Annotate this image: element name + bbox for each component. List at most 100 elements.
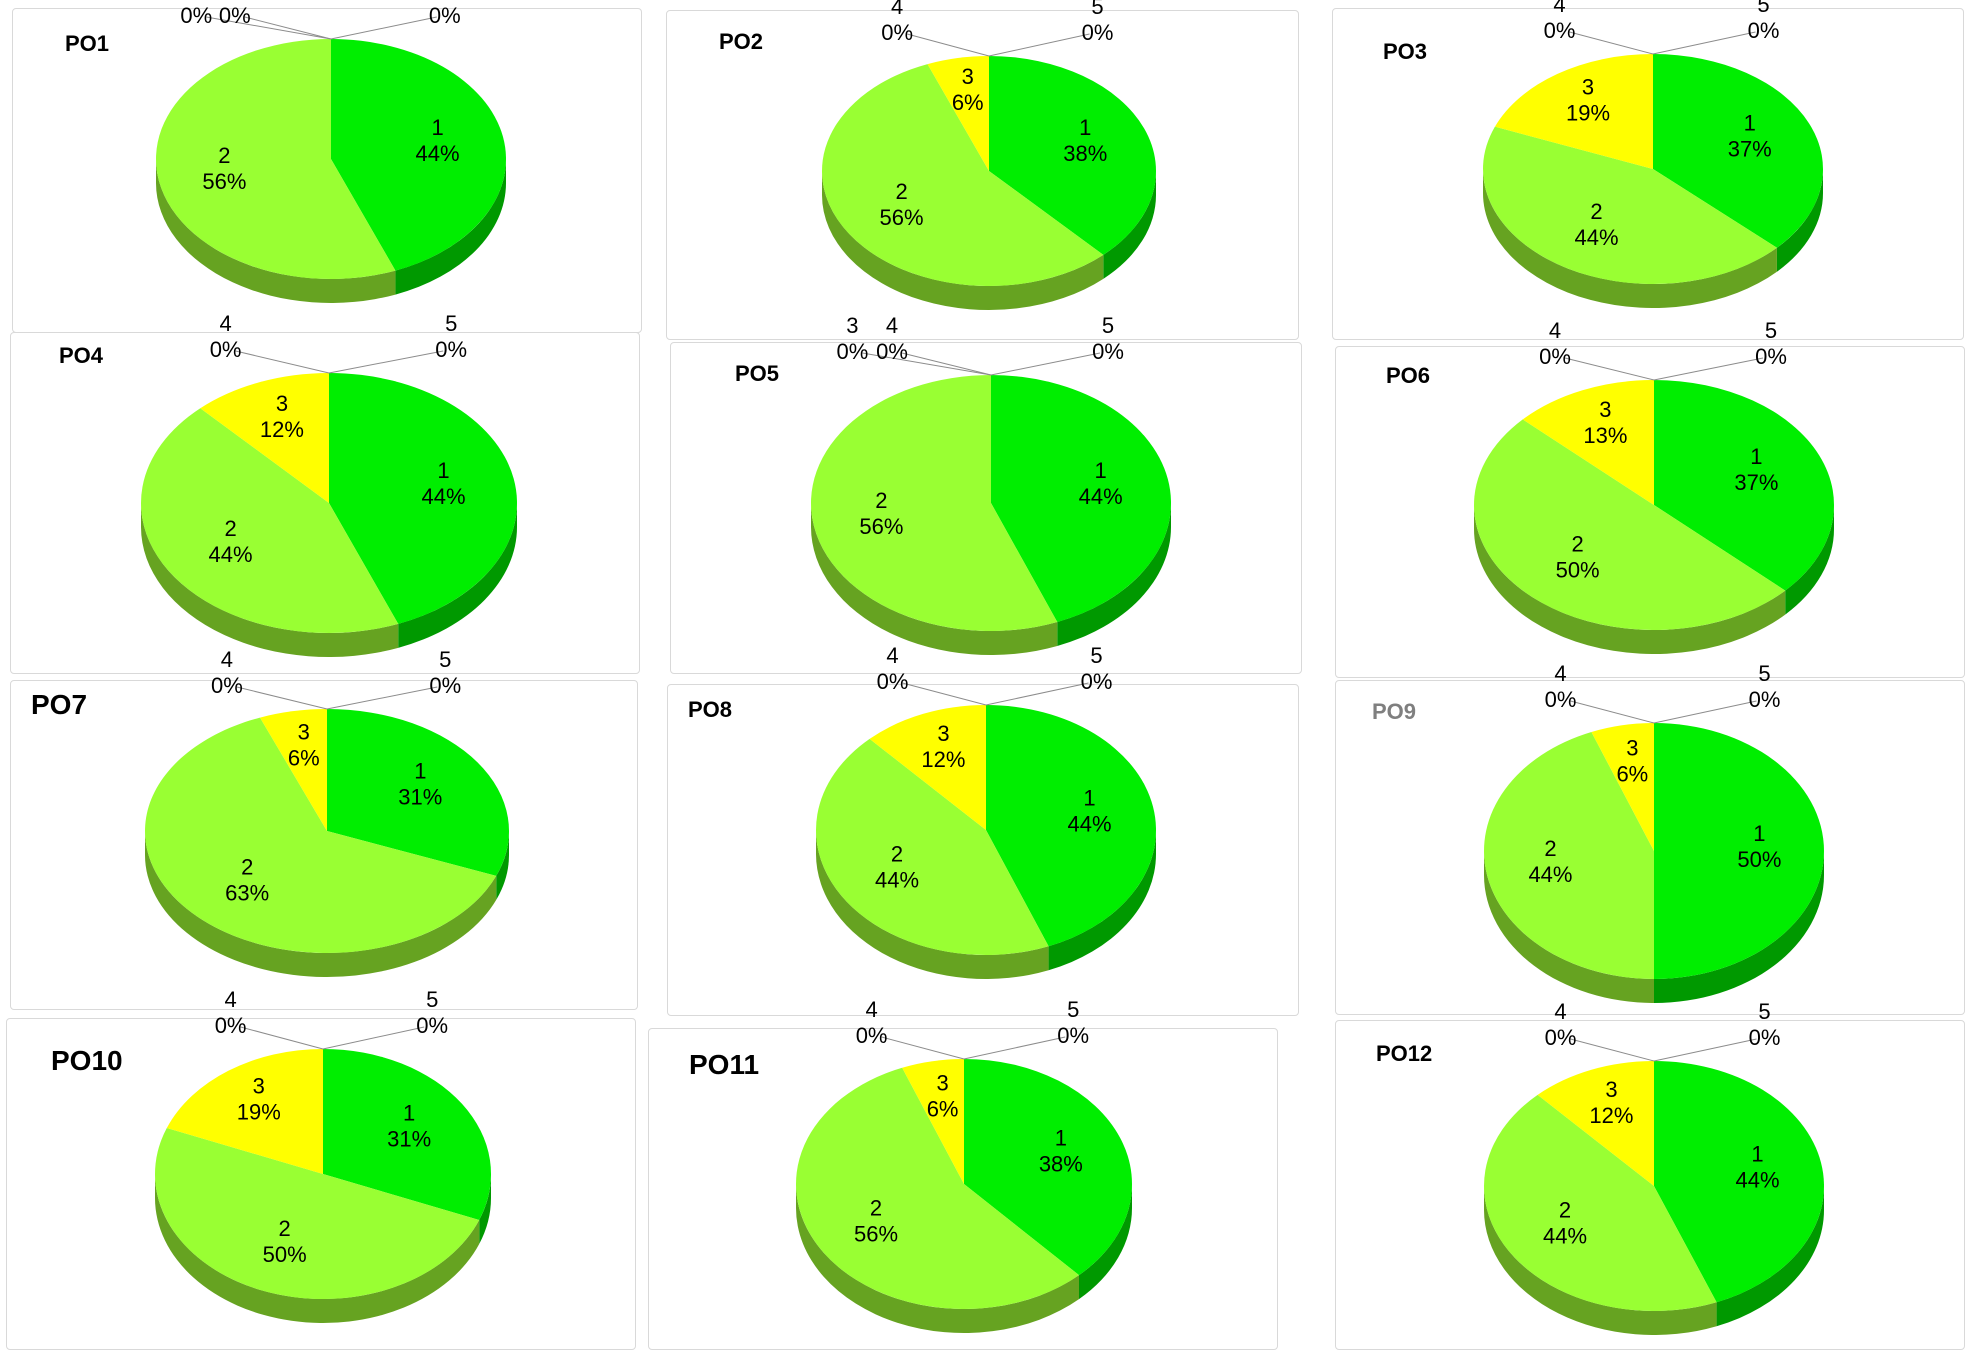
pie-slice-side — [1103, 171, 1156, 279]
leader-line — [244, 16, 332, 40]
data-label-category: 4 — [1549, 318, 1561, 343]
leader-line — [1570, 700, 1655, 724]
data-label-percent: 56% — [880, 205, 924, 230]
chart-panel-po6: PO6 1 37% 2 50% 3 13% 4 0% 5 0% — [1335, 318, 1965, 678]
pie-slice-side — [822, 171, 1104, 310]
pie-slice-side — [1079, 1184, 1132, 1300]
pie-slice-1 — [989, 56, 1156, 255]
pie-slice-side — [398, 503, 517, 648]
leader-line — [328, 350, 444, 374]
leader-line — [1652, 31, 1756, 55]
data-label-percent: 44% — [875, 868, 919, 893]
leader-line — [901, 352, 992, 376]
pie-slice-side — [1716, 1186, 1824, 1327]
pie-side-wall — [816, 830, 1156, 979]
data-label-percent: 0% — [1545, 1025, 1577, 1050]
data-label-percent: 44% — [1543, 1224, 1587, 1249]
data-label-category: 3 — [1599, 397, 1611, 422]
pie-slice-side — [1483, 169, 1777, 308]
leader-lines — [1569, 31, 1756, 55]
data-label-category: 5 — [439, 647, 451, 672]
pie-slice-2 — [156, 39, 396, 279]
data-label-percent: 0% — [837, 339, 869, 364]
chart-title: PO6 — [1386, 363, 1431, 388]
data-labels: 144%256%30%40%50% — [837, 313, 1124, 539]
data-label-percent: 0% — [429, 3, 461, 28]
data-label-category: 4 — [886, 313, 898, 338]
data-label-percent: 31% — [387, 1126, 431, 1151]
data-label-category: 3 — [1626, 736, 1638, 761]
chart-panel-po7: PO7 1 31% 2 63% 3 6% 4 0% 5 0% — [10, 647, 638, 1010]
data-labels: 137%244%319%40%50% — [1544, 0, 1780, 250]
pie-side-wall — [141, 503, 517, 657]
pie-slice-side — [1785, 505, 1834, 615]
data-label-percent: 0% — [877, 669, 909, 694]
data-label-percent: 19% — [1566, 100, 1610, 125]
pie-slice-1 — [991, 375, 1171, 623]
pie-slice-side — [1654, 851, 1824, 1003]
pie-slice-side — [1776, 169, 1823, 272]
data-label-category: 2 — [1559, 1198, 1571, 1223]
data-label-category: 4 — [224, 987, 236, 1012]
data-label-category: 1 — [437, 458, 449, 483]
data-label-percent: 44% — [1079, 484, 1123, 509]
data-label-category: 2 — [279, 1216, 291, 1241]
pie-slice-3 — [1537, 1061, 1654, 1186]
pie-slice-side — [145, 831, 497, 977]
data-label-category: 3 — [846, 313, 858, 338]
chart-panel-po9: PO9 1 50% 2 44% 3 6% 4 0% 5 0% — [1335, 661, 1965, 1015]
leader-line — [985, 682, 1089, 706]
data-label-percent: 12% — [1589, 1103, 1633, 1128]
chart-panel-po5: PO5 1 44% 2 56% 3 0% 4 0% 5 0% — [670, 313, 1302, 674]
pie-slice-side — [496, 831, 509, 900]
data-label-category: 3 — [962, 64, 974, 89]
data-label-percent: 0% — [435, 337, 467, 362]
data-label-percent: 0% — [429, 673, 461, 698]
data-label-percent: 63% — [225, 880, 269, 905]
chart-title: PO11 — [689, 1049, 760, 1080]
data-labels: 138%256%36%40%50% — [880, 0, 1114, 230]
leader-line — [1653, 1038, 1757, 1062]
data-label-percent: 0% — [1081, 669, 1113, 694]
data-label-percent: 6% — [288, 746, 320, 771]
data-label-category: 5 — [1757, 0, 1769, 17]
data-label-percent: 37% — [1734, 470, 1778, 495]
pie-slice-side — [1048, 830, 1156, 971]
data-label-category: 2 — [1544, 836, 1556, 861]
data-label-category: 5 — [445, 311, 457, 336]
data-label-percent: 12% — [260, 417, 304, 442]
pie-side-wall — [1483, 169, 1823, 308]
chart-panel-po1: PO1 144%256%30%40%50% — [12, 0, 642, 333]
data-label-category: 5 — [426, 987, 438, 1012]
data-label-category: 2 — [891, 842, 903, 867]
pie-slice-side — [811, 503, 1058, 655]
pie-slice-side — [156, 159, 396, 303]
data-label-category: 5 — [1067, 997, 1079, 1022]
chart-panel-po8: PO8 1 44% 2 44% 3 12% 4 0% 5 0% — [667, 643, 1299, 1016]
data-label-category: 5 — [1758, 661, 1770, 686]
chart-title: PO2 — [719, 29, 764, 54]
pie-slice-3 — [260, 709, 327, 831]
data-label-category: 1 — [414, 758, 426, 783]
data-label-category: 5 — [1102, 313, 1114, 338]
pie-slice-side — [816, 830, 1049, 979]
data-label-percent: 13% — [1583, 423, 1627, 448]
data-label-category: 2 — [224, 516, 236, 541]
data-label-category: 3 — [190, 0, 202, 2]
pie-slice-1 — [1654, 1061, 1824, 1303]
pie-slice-2 — [1483, 126, 1777, 284]
data-label-percent: 0% — [180, 3, 212, 28]
pie-slice-2 — [145, 717, 497, 953]
data-label-percent: 37% — [1728, 137, 1772, 162]
data-label-category: 2 — [1571, 531, 1583, 556]
data-label-percent: 0% — [1539, 344, 1571, 369]
pie-slice-2 — [811, 375, 1058, 631]
data-label-category: 3 — [276, 391, 288, 416]
pie-slice-side — [395, 159, 506, 295]
leader-lines — [240, 1026, 425, 1050]
data-label-percent: 0% — [1544, 18, 1576, 43]
data-label-percent: 50% — [263, 1242, 307, 1267]
data-label-category: 4 — [1554, 999, 1566, 1024]
pie-chart: 144%244%312%40%50% — [816, 643, 1156, 979]
data-label-percent: 44% — [1736, 1167, 1780, 1192]
